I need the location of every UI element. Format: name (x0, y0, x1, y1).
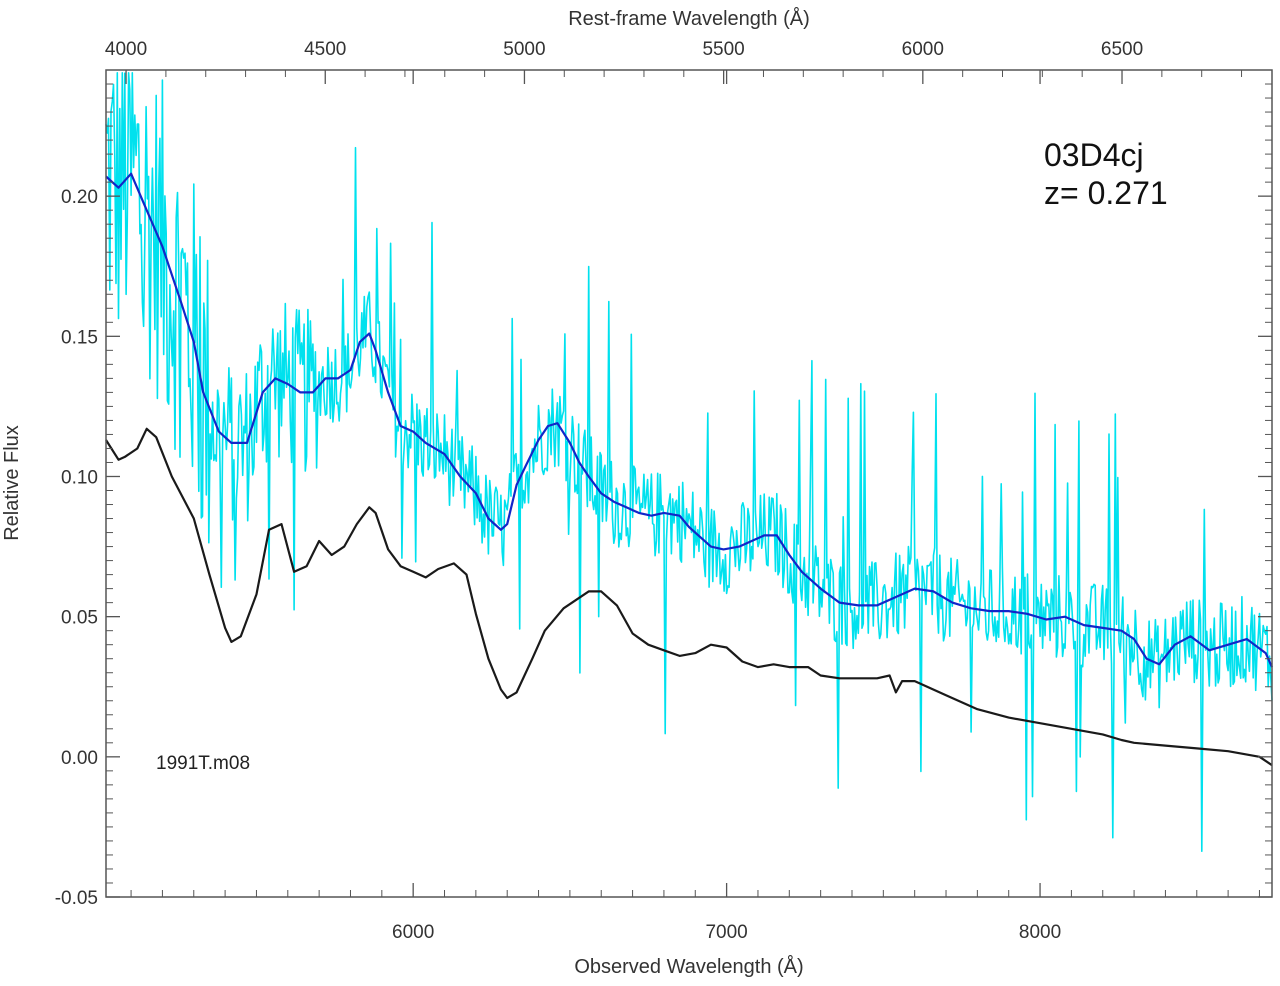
y-tick-label: -0.05 (55, 888, 98, 909)
template-name-label: 1991T.m08 (156, 753, 250, 774)
x-tick-label: 6000 (392, 922, 434, 943)
x2-tick-label: 4000 (105, 39, 147, 60)
y-tick-label: 0.20 (61, 187, 98, 208)
x-tick-label: 7000 (705, 922, 747, 943)
redshift-label: z= 0.271 (1044, 175, 1168, 211)
smooth-spectrum-layer (105, 172, 1274, 767)
x-axis-title: Observed Wavelength (Å) (574, 955, 803, 978)
object-name-label: 03D4cj (1044, 137, 1144, 173)
y-axis-title: Relative Flux (1, 425, 23, 541)
spectrum-series-2 (105, 427, 1273, 767)
top-x-axis-title: Rest-frame Wavelength (Å) (568, 7, 810, 30)
x2-tick-label: 5500 (702, 39, 744, 60)
x2-tick-label: 5000 (503, 39, 545, 60)
spectrum-series-0 (105, 72, 1273, 853)
x-tick-label: 8000 (1019, 922, 1061, 943)
x2-tick-label: 6500 (1101, 39, 1143, 60)
y-tick-label: 0.10 (61, 467, 98, 488)
plot-frame (105, 69, 1273, 898)
tick-labels: 6000 7000 8000 4000 4500 5000 5500 6000 6500 -0.0… (55, 39, 1143, 943)
x2-tick-label: 6000 (902, 39, 944, 60)
x2-tick-label: 4500 (304, 39, 346, 60)
y-tick-label: 0.00 (61, 748, 98, 769)
y-tick-label: 0.05 (61, 608, 98, 629)
spectrum-series-1 (105, 172, 1274, 668)
noisy-spectrum-layer (105, 72, 1273, 853)
tick-marks (106, 70, 1272, 898)
y-tick-label: 0.15 (61, 327, 98, 348)
